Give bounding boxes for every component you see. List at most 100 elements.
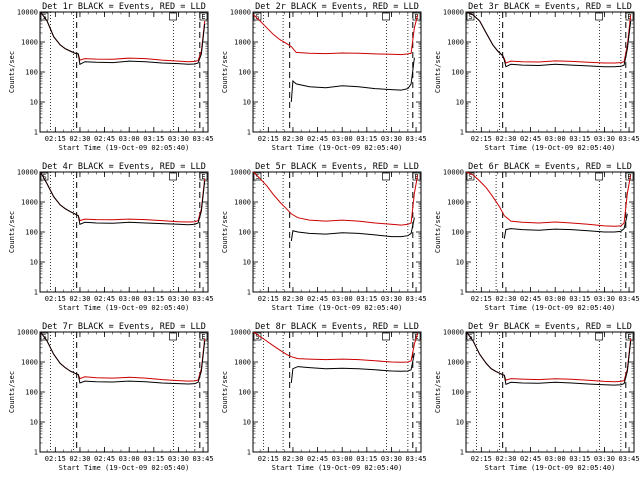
x-tick-label: 02:45 (94, 135, 115, 143)
x-tick-label: 03:15 (569, 295, 590, 303)
y-axis-label: Counts/sec (221, 211, 229, 253)
lld-series-line (253, 14, 419, 56)
x-tick-label: 03:15 (143, 135, 164, 143)
y-axis-label: Counts/sec (434, 211, 442, 253)
x-tick-label: 03:15 (356, 295, 377, 303)
x-tick-label: 03:15 (569, 135, 590, 143)
x-tick-label: 03:30 (594, 455, 615, 463)
panel-title: Det 3r BLACK = Events, RED = LLD (468, 2, 632, 12)
x-tick-label: 03:30 (594, 295, 615, 303)
x-tick-label: 03:45 (406, 295, 427, 303)
panel-title: Det 7r BLACK = Events, RED = LLD (42, 322, 206, 332)
events-series-line (466, 12, 632, 68)
y-tick-label: 10 (456, 259, 464, 267)
lld-series-line (253, 172, 419, 226)
end-marker-box (199, 12, 208, 21)
end-marker-label: E (201, 13, 205, 21)
x-tick-label: 02:15 (45, 135, 66, 143)
start-marker-box (253, 332, 262, 341)
y-tick-label: 10 (243, 419, 251, 427)
panel-4: Det 4r BLACK = Events, RED = LLD 1 10 100 10… (8, 162, 214, 312)
events-series-line (503, 213, 628, 239)
events-series-line (290, 217, 415, 242)
saa-marker-box (169, 172, 177, 181)
x-tick-label: 02:15 (45, 295, 66, 303)
y-tick-label: 1 (34, 449, 38, 457)
y-tick-label: 10000 (443, 329, 464, 337)
y-tick-label: 10 (30, 259, 38, 267)
panel-6: Det 6r BLACK = Events, RED = LLD 1 10 100 10… (434, 162, 640, 312)
x-axis-label: Start Time (19-Oct-09 02:05:40) (59, 144, 190, 152)
x-tick-label: 03:00 (119, 295, 140, 303)
y-tick-label: 1000 (447, 359, 464, 367)
panel-3: Det 3r BLACK = Events, RED = LLD 1 10 100 10… (434, 2, 640, 152)
x-tick-label: 02:15 (471, 455, 492, 463)
x-tick-label: 03:30 (168, 135, 189, 143)
end-marker-label: E (201, 333, 205, 341)
plot-frame (252, 11, 422, 133)
x-axis-label: Start Time (19-Oct-09 02:05:40) (485, 464, 616, 472)
plot-frame (252, 331, 422, 453)
panel-7: Det 7r BLACK = Events, RED = LLD 1 10 100 10… (8, 322, 214, 472)
x-tick-label: 02:30 (69, 135, 90, 143)
y-tick-label: 10 (243, 259, 251, 267)
y-tick-label: 10 (243, 99, 251, 107)
x-tick-label: 02:45 (94, 455, 115, 463)
x-tick-label: 02:45 (520, 455, 541, 463)
y-tick-label: 1 (34, 289, 38, 297)
x-tick-label: 03:30 (381, 455, 402, 463)
y-tick-label: 1000 (21, 199, 38, 207)
plot-frame (465, 331, 635, 453)
x-tick-label: 02:30 (282, 455, 303, 463)
end-marker-label: E (201, 173, 205, 181)
saa-marker-box (595, 172, 603, 181)
x-tick-label: 03:30 (381, 135, 402, 143)
x-tick-label: 02:30 (495, 455, 516, 463)
lld-series-line (466, 172, 632, 227)
x-tick-label: 03:45 (619, 135, 640, 143)
x-tick-label: 02:30 (69, 295, 90, 303)
x-axis-label: Start Time (19-Oct-09 02:05:40) (59, 464, 190, 472)
x-tick-label: 02:15 (471, 295, 492, 303)
x-tick-label: 03:00 (545, 135, 566, 143)
x-tick-label: 03:00 (332, 135, 353, 143)
x-tick-label: 03:30 (168, 295, 189, 303)
x-tick-label: 03:45 (193, 135, 214, 143)
y-tick-label: 1000 (447, 39, 464, 47)
panel-5: Det 5r BLACK = Events, RED = LLD 1 10 100 10… (221, 162, 427, 312)
y-tick-label: 10000 (230, 9, 251, 17)
events-series-line (290, 352, 415, 384)
x-tick-label: 03:45 (619, 295, 640, 303)
y-axis-label: Counts/sec (221, 371, 229, 413)
x-tick-label: 03:00 (332, 455, 353, 463)
x-tick-label: 02:45 (307, 455, 328, 463)
x-tick-label: 02:30 (495, 295, 516, 303)
y-tick-label: 10 (30, 99, 38, 107)
y-tick-label: 10 (30, 419, 38, 427)
x-axis-label: Start Time (19-Oct-09 02:05:40) (272, 144, 403, 152)
y-axis-label: Counts/sec (434, 51, 442, 93)
x-axis-label: Start Time (19-Oct-09 02:05:40) (59, 304, 190, 312)
plot-frame (465, 11, 635, 133)
end-marker-label: E (627, 173, 631, 181)
start-marker-box (253, 12, 262, 21)
end-marker-label: E (627, 333, 631, 341)
x-tick-label: 03:30 (381, 295, 402, 303)
x-tick-label: 02:15 (471, 135, 492, 143)
x-tick-label: 03:15 (356, 455, 377, 463)
y-tick-label: 10000 (17, 169, 38, 177)
x-tick-label: 02:45 (307, 295, 328, 303)
y-tick-label: 1 (247, 289, 251, 297)
panel-1: Det 1r BLACK = Events, RED = LLD 1 10 100 10… (8, 2, 214, 152)
lld-series-line (40, 172, 206, 223)
panel-2: Det 2r BLACK = Events, RED = LLD 1 10 100 10… (221, 2, 427, 152)
start-marker-label: S (468, 173, 472, 181)
x-tick-label: 02:30 (495, 135, 516, 143)
x-axis-label: Start Time (19-Oct-09 02:05:40) (485, 144, 616, 152)
saa-marker-box (169, 12, 177, 21)
x-tick-label: 03:15 (143, 295, 164, 303)
x-tick-label: 03:00 (545, 455, 566, 463)
y-tick-label: 1000 (234, 359, 251, 367)
events-series-line (40, 332, 206, 385)
